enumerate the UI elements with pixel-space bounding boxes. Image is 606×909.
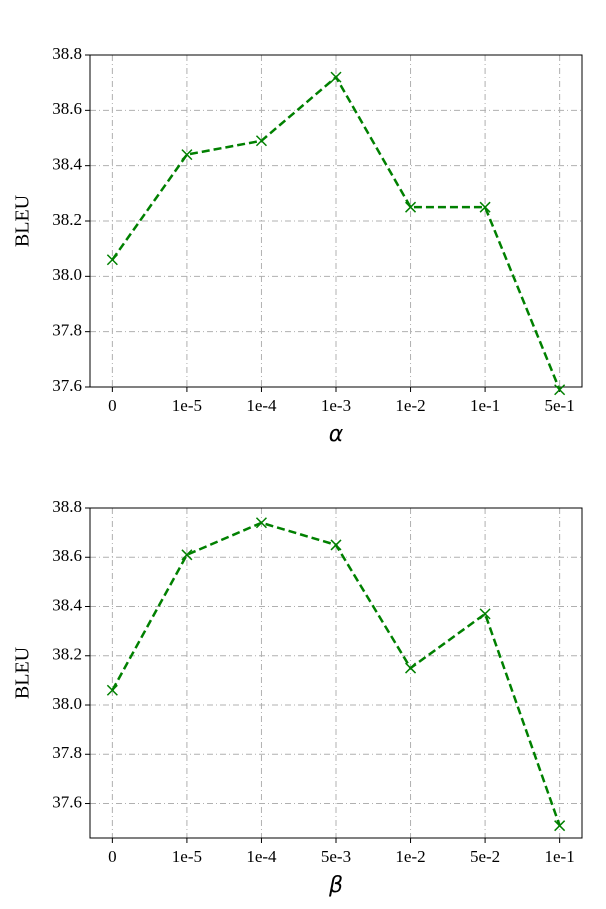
marker — [106, 254, 118, 266]
y-tick-label: 38.8 — [52, 44, 82, 63]
marker — [181, 549, 193, 561]
x-tick-label: 5e-2 — [470, 847, 500, 866]
y-tick-label: 38.4 — [52, 155, 82, 174]
marker — [181, 149, 193, 161]
x-tick-label: 1e-1 — [545, 847, 575, 866]
x-tick-label: 1e-1 — [470, 396, 500, 415]
marker — [405, 662, 417, 674]
marker — [330, 539, 342, 551]
marker — [554, 820, 566, 832]
x-tick-label: 5e-1 — [545, 396, 575, 415]
x-tick-label: 1e-2 — [395, 396, 425, 415]
marker — [106, 684, 118, 696]
y-tick-label: 38.6 — [52, 546, 82, 565]
marker — [479, 608, 491, 620]
y-axis-label: BLEU — [12, 194, 34, 247]
plot-frame — [89, 54, 583, 388]
x-axis-label: α — [329, 422, 344, 447]
marker — [255, 135, 267, 147]
x-tick-label: 0 — [108, 847, 117, 866]
y-tick-label: 38.4 — [52, 595, 82, 614]
plot-frame — [89, 507, 583, 839]
y-axis-label: BLEU — [12, 646, 34, 699]
x-axis-label: β — [328, 873, 343, 898]
x-tick-label: 1e-3 — [321, 396, 351, 415]
x-tick-label: 1e-4 — [246, 847, 277, 866]
y-tick-label: 37.8 — [52, 321, 82, 340]
y-tick-label: 37.6 — [52, 376, 82, 395]
y-tick-label: 38.6 — [52, 99, 82, 118]
marker — [405, 201, 417, 213]
marker — [479, 201, 491, 213]
y-tick-label: 38.2 — [52, 210, 82, 229]
line — [111, 521, 561, 827]
y-tick-label: 38.0 — [52, 694, 82, 713]
x-tick-label: 1e-5 — [172, 847, 202, 866]
x-tick-label: 0 — [108, 396, 117, 415]
x-tick-label: 5e-3 — [321, 847, 351, 866]
x-tick-label: 1e-5 — [172, 396, 202, 415]
y-tick-label: 37.8 — [52, 743, 82, 762]
x-tick-label: 1e-2 — [395, 847, 425, 866]
marker — [330, 71, 342, 83]
marker — [554, 384, 566, 396]
x-tick-label: 1e-4 — [246, 396, 277, 415]
y-tick-label: 38.8 — [52, 497, 82, 516]
y-tick-label: 37.6 — [52, 792, 82, 811]
y-tick-label: 38.2 — [52, 645, 82, 664]
marker — [255, 517, 267, 529]
y-tick-label: 38.0 — [52, 265, 82, 284]
